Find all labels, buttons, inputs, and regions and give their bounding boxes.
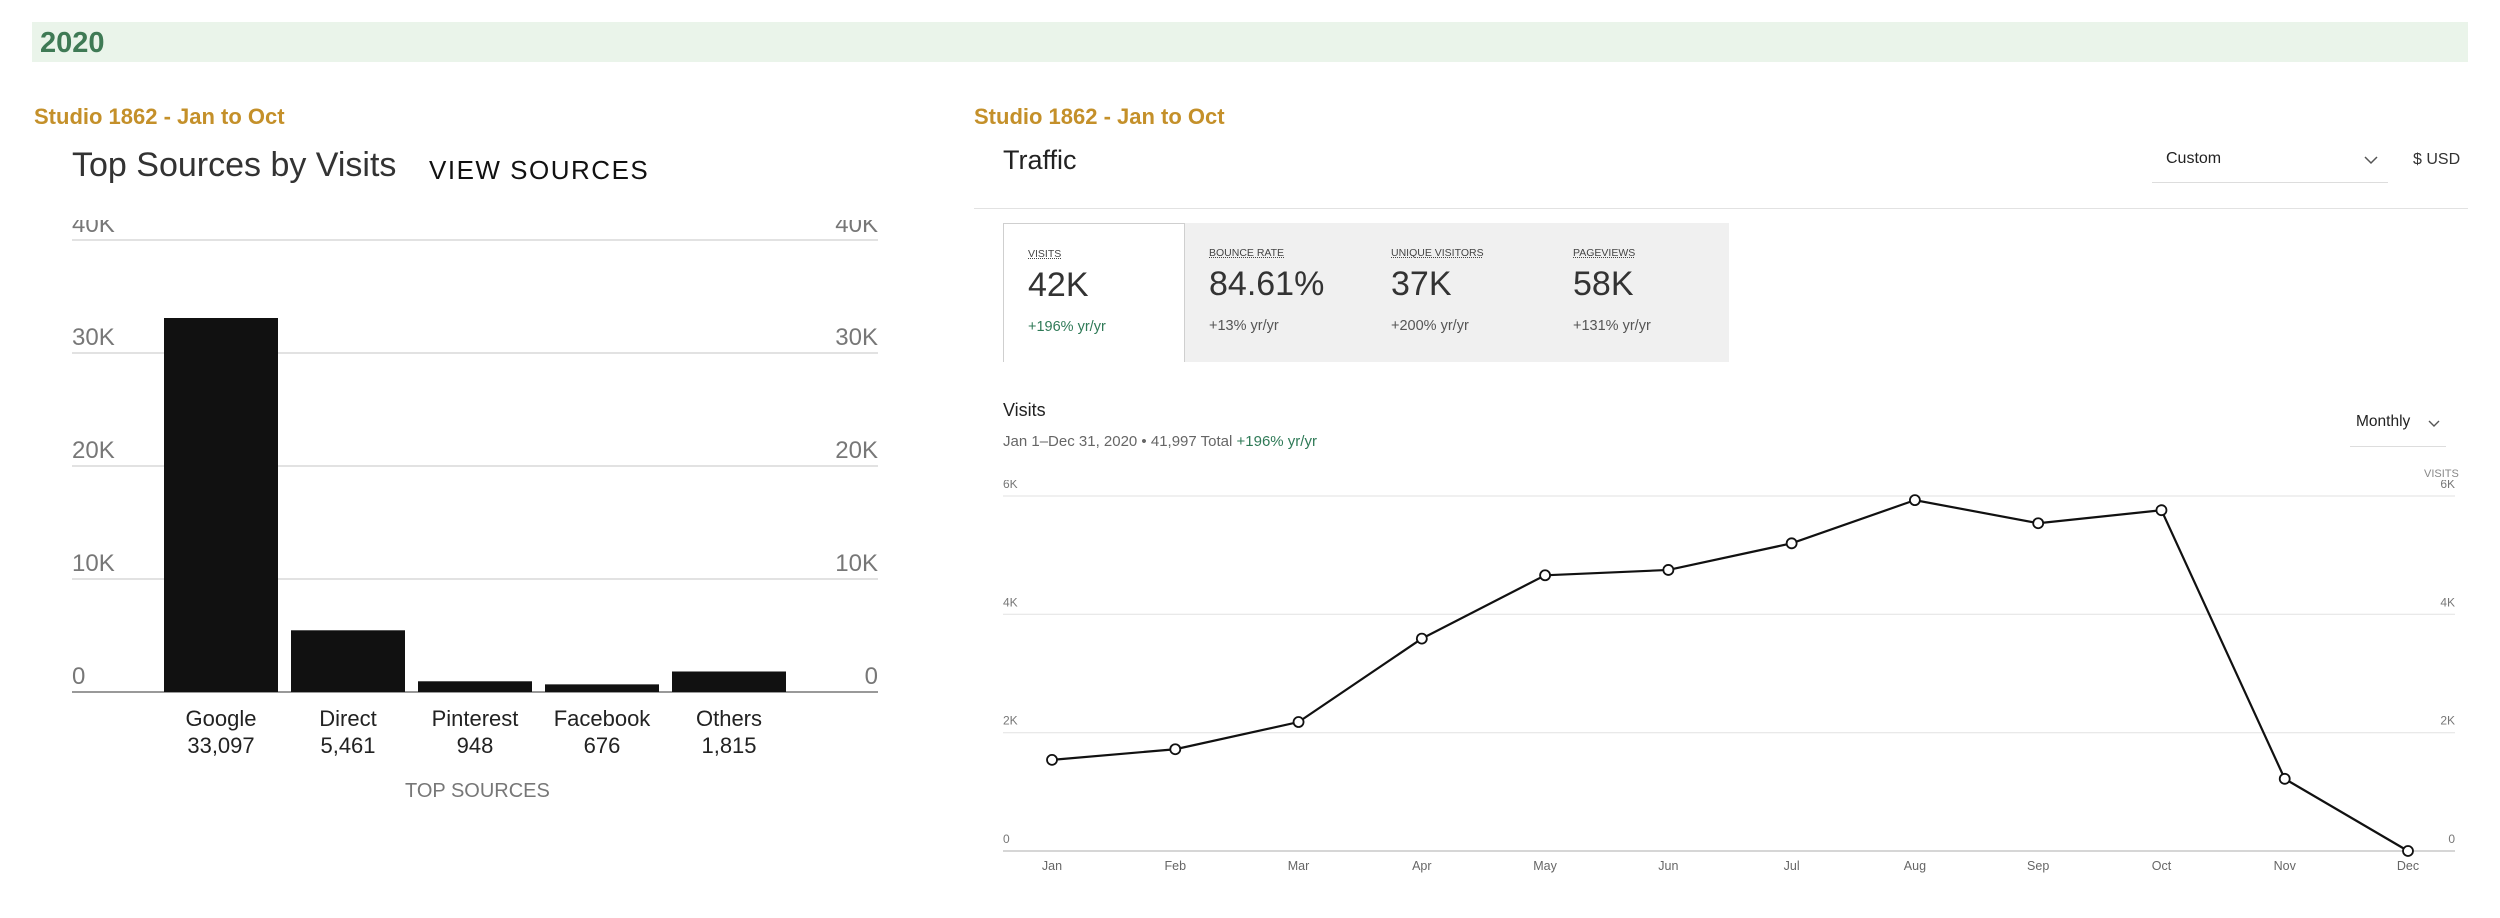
bar-chart-y-tick-right: 40K [835, 220, 878, 238]
bar-value-label: 676 [584, 733, 621, 758]
visits-point-jan [1046, 753, 1058, 766]
kpi-value: 58K [1573, 265, 1634, 303]
line-chart-y-tick-left: 0 [1003, 832, 1010, 846]
bar-value-label: 948 [457, 733, 494, 758]
kpi-value: 84.61% [1209, 265, 1325, 303]
interval-value: Monthly [2356, 413, 2411, 430]
kpi-tab-visits[interactable]: Visits 42K +196% yr/yr [1003, 223, 1185, 362]
visits-point-apr [1415, 632, 1428, 645]
bar-category-label: Facebook [554, 706, 652, 731]
bar-chart-y-tick-left: 0 [72, 663, 85, 690]
bar-category-label: Pinterest [432, 706, 519, 731]
line-chart-x-tick: Jan [1042, 859, 1062, 873]
currency-label: $ USD [2413, 151, 2461, 168]
line-chart-x-tick: Apr [1412, 859, 1431, 873]
bar-chart-y-tick-right: 30K [835, 324, 878, 351]
line-chart-axis-tag: VISITS [2424, 468, 2459, 480]
line-chart: 0 0 2K 2K 4K 4K 6K 6K Jan Feb Mar Apr May Jun Jul Aug Se… [1003, 480, 2455, 873]
kpi-tab-bounce-rate[interactable]: Bounce Rate 84.61% +13% yr/yr [1185, 223, 1367, 362]
line-chart-x-tick: Feb [1164, 859, 1186, 873]
line-chart-x-tick: Jul [1784, 859, 1800, 873]
line-chart-x-tick: Sep [2027, 859, 2049, 873]
bar-category-label: Direct [319, 706, 376, 731]
bar-direct [291, 630, 405, 692]
kpi-value: 42K [1028, 266, 1089, 304]
chevron-down-icon [2428, 420, 2440, 427]
kpi-change: +200% yr/yr [1391, 318, 1469, 334]
header-divider [974, 208, 2468, 209]
kpi-tab-unique-visitors[interactable]: Unique Visitors 37K +200% yr/yr [1367, 223, 1549, 362]
visits-point-mar [1292, 716, 1305, 728]
year-header: 2020 [32, 22, 2468, 62]
visits-point-oct [2155, 504, 2168, 517]
visits-point-nov [2278, 772, 2291, 785]
bar-chart-y-tick-right: 20K [835, 437, 878, 464]
bar-others [672, 671, 786, 692]
visits-chart-subtitle: Jan 1–Dec 31, 2020 • 41,997 Total +196% … [1003, 433, 1317, 450]
bar-chart-y-tick-right: 0 [865, 663, 878, 690]
kpi-label: Bounce Rate [1209, 247, 1285, 259]
bar-pinterest [418, 681, 532, 692]
visits-point-aug [1909, 494, 1921, 507]
line-chart-x-tick: Nov [2274, 859, 2297, 873]
kpi-change: +131% yr/yr [1573, 318, 1651, 334]
visits-date-total: Jan 1–Dec 31, 2020 • 41,997 Total [1003, 433, 1233, 450]
visits-point-feb [1169, 743, 1182, 756]
date-range-dropdown[interactable]: Custom [2152, 138, 2388, 183]
visits-point-jun [1662, 564, 1675, 576]
line-chart-x-tick: Aug [1904, 859, 1926, 873]
bar-chart-y-tick-right: 10K [835, 550, 878, 577]
visits-point-may [1539, 569, 1551, 582]
kpi-label: Pageviews [1573, 247, 1636, 259]
visits-series-line [1051, 499, 2409, 852]
line-chart-x-tick: Mar [1288, 859, 1310, 873]
line-chart-y-tick-left: 2K [1003, 714, 1018, 728]
line-chart-y-tick-left: 6K [1003, 480, 1018, 491]
bar-facebook [545, 684, 659, 692]
kpi-label: Unique Visitors [1391, 247, 1484, 259]
bar-google [164, 318, 278, 692]
traffic-title: Traffic [1003, 145, 1077, 175]
bar-chart-y-tick-left: 40K [72, 220, 115, 238]
bar-category-label: Others [696, 706, 762, 731]
visits-point-dec [2402, 845, 2414, 857]
kpi-tabs: Visits 42K +196% yr/yr Bounce Rate 84.61… [1003, 223, 1729, 362]
bar-value-label: 33,097 [187, 733, 254, 758]
bar-chart-y-tick-left: 20K [72, 437, 115, 464]
kpi-value: 37K [1391, 265, 1452, 303]
interval-dropdown[interactable]: Monthly [2350, 400, 2446, 447]
bar-chart-y-tick-left: 30K [72, 324, 115, 351]
line-chart-y-tick-right: 6K [2440, 480, 2455, 491]
date-range-value: Custom [2166, 150, 2222, 167]
line-chart-x-tick: May [1533, 859, 1557, 873]
kpi-change: +13% yr/yr [1209, 318, 1279, 334]
line-chart-x-tick: Dec [2397, 859, 2419, 873]
kpi-tab-pageviews[interactable]: Pageviews 58K +131% yr/yr [1549, 223, 1731, 362]
visits-change: +196% yr/yr [1236, 433, 1317, 450]
right-studio-label: Studio 1862 - Jan to Oct [974, 104, 1225, 129]
line-chart-y-tick-right: 0 [2448, 832, 2455, 846]
year-label: 2020 [40, 27, 105, 59]
left-chart-title: Top Sources by Visits [72, 146, 397, 184]
bar-chart-x-axis-title: TOP SOURCES [405, 780, 550, 802]
line-chart-y-tick-left: 4K [1003, 595, 1018, 609]
chevron-down-icon [2364, 156, 2378, 165]
visits-point-jul [1785, 537, 1798, 550]
line-chart-y-tick-right: 4K [2440, 595, 2455, 609]
view-sources-link[interactable]: VIEW SOURCES [429, 155, 650, 185]
line-chart-x-tick: Jun [1658, 859, 1678, 873]
line-chart-x-tick: Oct [2152, 859, 2172, 873]
line-chart-y-tick-right: 2K [2440, 714, 2455, 728]
bar-value-label: 1,815 [701, 733, 756, 758]
bar-value-label: 5,461 [320, 733, 375, 758]
left-studio-label: Studio 1862 - Jan to Oct [34, 104, 285, 129]
bar-chart-y-tick-left: 10K [72, 550, 115, 577]
bar-category-label: Google [186, 706, 257, 731]
visits-chart-title: Visits [1003, 400, 1046, 420]
kpi-label: Visits [1028, 248, 1062, 260]
kpi-change: +196% yr/yr [1028, 319, 1106, 335]
visits-point-sep [2032, 517, 2045, 530]
